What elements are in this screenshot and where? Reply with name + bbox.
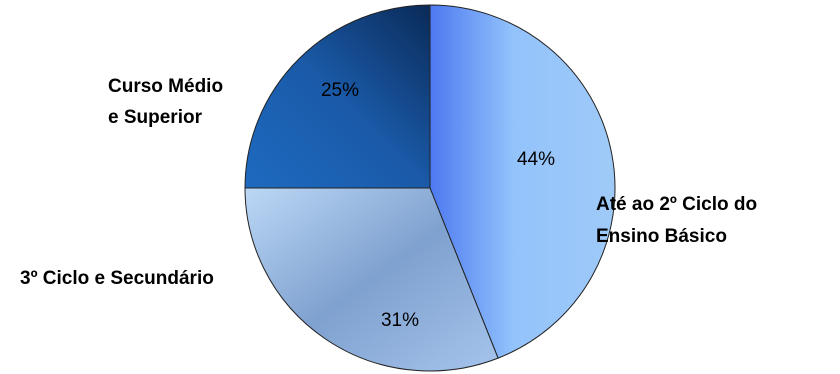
slice-category-label-line: Ensino Básico [596,226,727,247]
slice-category-label-0: Até ao 2º Ciclo do Ensino Básico [596,194,757,247]
pie-slice-1 [244,187,499,372]
pie-slice-0 [429,4,616,359]
slice-category-label-line: Curso Médio [108,76,223,97]
slice-value-label-2: 25% [321,80,359,101]
slice-category-label-line: 3º Ciclo e Secundário [20,268,214,289]
pie-labels: 44% Até ao 2º Ciclo do Ensino Básico 31% 3º … [20,76,757,331]
slice-category-label-line: e Superior [108,107,203,128]
pie-slices [244,4,616,372]
slice-value-label-0: 44% [517,149,555,170]
slice-category-label-line: Até ao 2º Ciclo do [596,194,757,215]
pie-slice-2 [244,4,431,189]
slice-value-label-1: 31% [381,310,419,331]
slice-category-label-1: 3º Ciclo e Secundário [20,268,214,289]
slice-category-label-2: Curso Médio e Superior [108,76,223,128]
